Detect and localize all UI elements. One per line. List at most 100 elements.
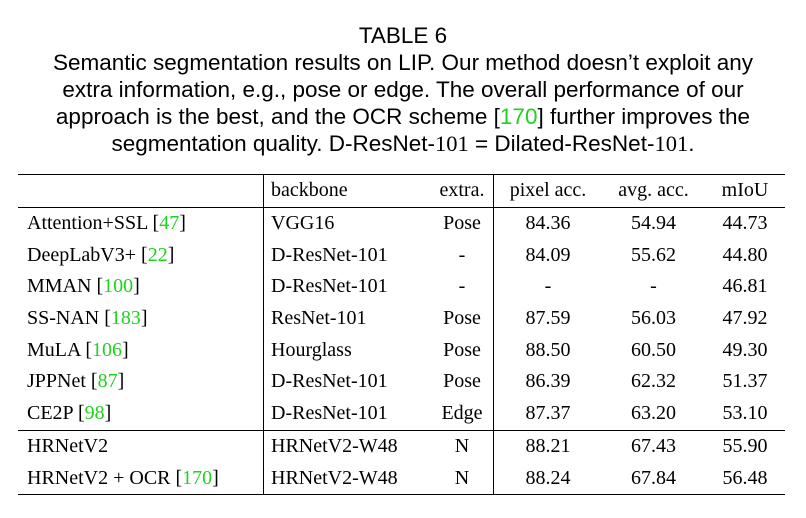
method-name: Attention+SSL [: [27, 212, 160, 235]
extra-cell: Pose: [431, 366, 494, 398]
method-name: SS-NAN [: [27, 307, 111, 330]
caption-number: 101: [654, 131, 689, 156]
citation-link[interactable]: 22: [147, 243, 168, 266]
method-cell: HRNetV2: [18, 430, 264, 463]
avg-acc-cell: 63.20: [631, 402, 676, 425]
table-row: CE2P [98] D-ResNet-101 Edge 87.37 63.20 53.10: [18, 397, 785, 430]
avg-acc-cell: -: [650, 275, 657, 298]
method-cell: SS-NAN [183]: [18, 302, 264, 335]
avg-acc-cell: 55.62: [631, 243, 676, 266]
method-bracket: ]: [104, 402, 112, 425]
avg-acc-cell: 56.03: [631, 307, 676, 330]
backbone-cell: D-ResNet-101: [271, 370, 388, 393]
method-cell: MMAN [100]: [18, 271, 264, 303]
backbone-cell: Hourglass: [271, 338, 352, 361]
avg-acc-cell: 67.84: [631, 466, 676, 489]
extra-cell: Pose: [431, 334, 494, 367]
miou-cell: 51.37: [722, 370, 768, 393]
results-table: backbone extra. pixel acc. avg. acc. mIo…: [18, 174, 785, 495]
backbone-cell: D-ResNet-101: [271, 275, 388, 298]
pixel-acc-cell: 88.21: [525, 434, 571, 457]
avg-acc-cell: 67.43: [631, 434, 676, 457]
citation-link[interactable]: 170: [182, 466, 213, 489]
miou-cell: 44.80: [722, 243, 768, 266]
miou-cell: 56.48: [722, 466, 768, 489]
citation-link[interactable]: 47: [159, 212, 180, 235]
method-name: DeepLabV3+ [: [27, 243, 148, 266]
method-name: HRNetV2 + OCR [: [27, 466, 183, 489]
method-cell: MuLA [106]: [18, 334, 264, 367]
method-bracket: ]: [117, 370, 125, 393]
pixel-acc-cell: 87.37: [525, 402, 571, 425]
extra-cell: N: [431, 430, 494, 463]
method-bracket: ]: [133, 275, 140, 298]
table-row: Attention+SSL [47] VGG16 Pose 84.36 54.94 44.…: [18, 207, 785, 240]
pixel-acc-cell: -: [544, 275, 552, 298]
method-bracket: ]: [212, 466, 219, 489]
caption-line-4: segmentation quality. D-ResNet-101 = Dil…: [0, 130, 806, 157]
table-row: HRNetV2 + OCR [170] HRNetV2-W48 N 88.24 67.8…: [18, 462, 785, 495]
method-name: JPPNet [: [27, 370, 98, 393]
backbone-cell: HRNetV2-W48: [271, 434, 398, 457]
citation-link[interactable]: 87: [97, 370, 118, 393]
pixel-acc-cell: 84.36: [525, 212, 571, 235]
method-cell: JPPNet [87]: [18, 366, 264, 398]
extra-cell: Pose: [431, 207, 494, 240]
method-name: CE2P [: [27, 402, 85, 425]
header-miou: mIoU: [721, 179, 769, 202]
header-pixel-acc: pixel acc.: [509, 179, 587, 202]
table-row: MuLA [106] Hourglass Pose 88.50 60.50 49.30: [18, 334, 785, 367]
avg-acc-cell: 54.94: [631, 212, 676, 235]
method-name: HRNetV2: [27, 434, 109, 457]
table-label: TABLE 6: [358, 23, 448, 48]
method-bracket: ]: [179, 212, 186, 235]
table-row: MMAN [100] D-ResNet-101 - - - 46.81: [18, 271, 785, 303]
extra-cell: Edge: [431, 397, 494, 430]
miou-cell: 47.92: [722, 307, 768, 330]
caption-line-2: extra information, e.g., pose or edge. T…: [62, 77, 744, 102]
miou-cell: 44.73: [722, 212, 768, 235]
header-avg-acc: avg. acc.: [618, 179, 689, 202]
citation-link[interactable]: 98: [84, 402, 105, 425]
table-row: SS-NAN [183] ResNet-101 Pose 87.59 56.03 47.9…: [18, 302, 785, 335]
miou-cell: 55.90: [722, 434, 768, 457]
method-cell: DeepLabV3+ [22]: [18, 239, 264, 272]
backbone-cell: D-ResNet-101: [271, 243, 388, 266]
results-body: Attention+SSL [47] VGG16 Pose 84.36 54.94 44.…: [18, 207, 785, 495]
caption-text: = Dilated-ResNet-: [468, 131, 655, 156]
header-method: [18, 174, 264, 208]
caption-text: segmentation quality. D-ResNet-: [111, 131, 435, 156]
caption-number: 101: [435, 131, 469, 156]
method-bracket: ]: [122, 338, 129, 361]
caption-text: ] further improves the: [537, 104, 751, 129]
pixel-acc-cell: 86.39: [525, 370, 571, 393]
citation-link[interactable]: 106: [92, 338, 122, 361]
table-row: DeepLabV3+ [22] D-ResNet-101 - 84.09 55.62 44…: [18, 239, 785, 272]
miou-cell: 49.30: [722, 338, 768, 361]
pixel-acc-cell: 88.50: [525, 338, 571, 361]
table-row: JPPNet [87] D-ResNet-101 Pose 86.39 62.32 51.…: [18, 366, 785, 398]
caption-text: .: [688, 131, 695, 156]
citation-link[interactable]: 183: [110, 307, 141, 330]
method-cell: CE2P [98]: [18, 397, 264, 430]
extra-cell: -: [431, 271, 494, 303]
pixel-acc-cell: 87.59: [525, 307, 571, 330]
header-backbone: backbone: [271, 179, 348, 202]
header-row: backbone extra. pixel acc. avg. acc. mIo…: [18, 174, 785, 208]
header-extra: extra.: [431, 174, 494, 208]
caption-line-3: approach is the best, and the OCR scheme…: [0, 103, 806, 130]
citation-link[interactable]: 100: [103, 275, 134, 298]
miou-cell: 53.10: [722, 402, 768, 425]
miou-cell: 46.81: [722, 275, 768, 298]
method-cell: HRNetV2 + OCR [170]: [18, 462, 264, 495]
backbone-cell: HRNetV2-W48: [271, 466, 398, 489]
method-name: MMAN [: [27, 275, 104, 298]
backbone-cell: VGG16: [271, 212, 335, 235]
table-caption: TABLE 6 Semantic segmentation results on…: [0, 22, 806, 157]
pixel-acc-cell: 84.09: [525, 243, 571, 266]
backbone-cell: ResNet-101: [271, 307, 367, 330]
citation-link[interactable]: 170: [499, 104, 538, 129]
method-name: MuLA [: [27, 338, 92, 361]
method-bracket: ]: [140, 307, 148, 330]
caption-text: approach is the best, and the OCR scheme…: [55, 104, 500, 129]
